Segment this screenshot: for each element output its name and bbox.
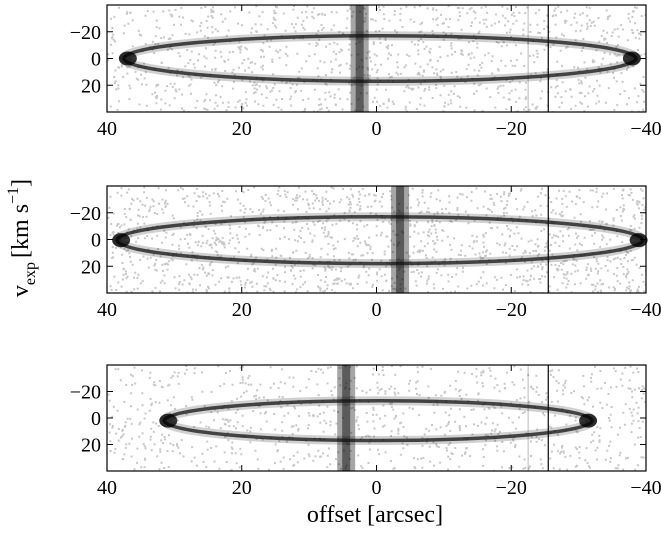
x-tick-label: 0 bbox=[372, 118, 382, 140]
x-tick-label: 0 bbox=[372, 299, 382, 321]
x-tick-label: 40 bbox=[97, 299, 117, 321]
continuum-band-core bbox=[355, 5, 364, 112]
panels-group: 40 20 0 −20 −40 −20 0 20 40 20 0 −20 −40 −20 0 20 40 20 0 −… bbox=[70, 4, 661, 499]
continuum-band-core bbox=[396, 186, 405, 293]
ellipse-tip-right bbox=[629, 233, 648, 248]
y-tick-label: 0 bbox=[91, 230, 101, 252]
y-label-superscript: −1 bbox=[5, 187, 22, 204]
ellipse-tip-right bbox=[579, 413, 598, 428]
y-tick-label: 20 bbox=[81, 435, 101, 457]
x-tick-label: −20 bbox=[496, 299, 527, 321]
x-tick-label: 40 bbox=[97, 118, 117, 140]
x-tick-label: 20 bbox=[232, 118, 252, 140]
y-tick-label: −20 bbox=[70, 203, 101, 225]
x-tick-label: −20 bbox=[496, 118, 527, 140]
y-label-unit-close: ] bbox=[8, 179, 34, 187]
ellipse-tip-left bbox=[159, 413, 178, 428]
y-tick-label: 0 bbox=[91, 408, 101, 430]
x-tick-label: −40 bbox=[630, 118, 661, 140]
x-tick-label: 0 bbox=[372, 477, 382, 499]
continuum-band bbox=[337, 365, 356, 471]
y-label-unit: [km s bbox=[8, 204, 34, 258]
noise-speckle bbox=[107, 5, 646, 112]
ellipse-tip-right bbox=[622, 51, 641, 66]
x-tick-label: 20 bbox=[232, 477, 252, 499]
y-tick-label: 20 bbox=[81, 75, 101, 97]
noise-speckle bbox=[107, 186, 646, 293]
panel-1: 40 20 0 −20 −40 −20 0 20 bbox=[70, 4, 661, 140]
y-tick-label: −20 bbox=[70, 22, 101, 44]
y-tick-label: 20 bbox=[81, 256, 101, 278]
panel-background bbox=[107, 365, 646, 471]
y-label-subscript: exp bbox=[22, 262, 39, 285]
panel-2: 40 20 0 −20 −40 −20 0 20 bbox=[70, 185, 661, 321]
y-axis-label: vexp [km s−1] bbox=[5, 179, 39, 297]
x-tick-label: −20 bbox=[496, 477, 527, 499]
continuum-band bbox=[391, 186, 410, 293]
continuum-band-core bbox=[342, 365, 351, 471]
x-tick-label: −40 bbox=[630, 477, 661, 499]
panel-3: 40 20 0 −20 −40 −20 0 20 bbox=[70, 364, 661, 499]
x-tick-label: 40 bbox=[97, 477, 117, 499]
ellipse-tip-left bbox=[118, 51, 137, 66]
continuum-band bbox=[350, 5, 369, 112]
x-tick-label: 20 bbox=[232, 299, 252, 321]
y-tick-label: −20 bbox=[70, 382, 101, 404]
x-tick-label: −40 bbox=[630, 299, 661, 321]
x-axis-label: offset [arcsec] bbox=[307, 502, 443, 528]
y-tick-label: 0 bbox=[91, 49, 101, 71]
y-label-base: v bbox=[8, 285, 34, 297]
panel-background bbox=[107, 5, 646, 112]
ellipse-tip-left bbox=[112, 233, 131, 248]
panel-background bbox=[107, 186, 646, 293]
